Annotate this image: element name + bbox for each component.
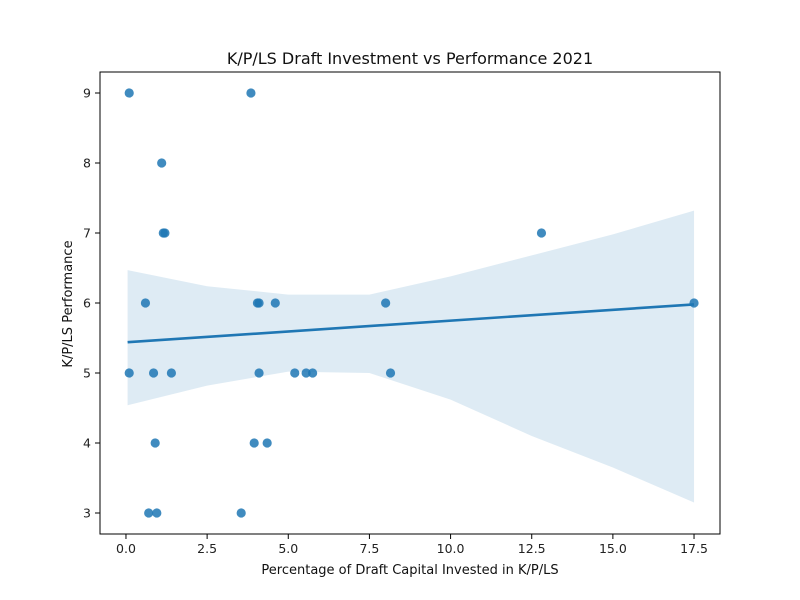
data-point	[301, 368, 311, 378]
x-tick-label: 0.0	[116, 541, 136, 556]
data-point	[148, 368, 159, 378]
data-point	[166, 368, 177, 378]
data-point	[246, 88, 256, 98]
y-tick-label: 3	[83, 506, 91, 521]
x-tick-label: 5.0	[278, 541, 298, 556]
data-point	[150, 438, 160, 448]
y-tick-label: 7	[83, 226, 91, 241]
x-tick-label: 2.5	[197, 541, 217, 556]
data-point	[144, 508, 154, 518]
chart-title: K/P/LS Draft Investment vs Performance 2…	[227, 49, 593, 68]
data-point	[236, 508, 246, 518]
data-point	[249, 438, 259, 448]
y-axis-label: K/P/LS Performance	[61, 240, 76, 367]
data-point	[262, 438, 272, 448]
data-point	[308, 368, 318, 378]
y-tick-label: 8	[83, 156, 91, 171]
data-point	[385, 368, 396, 378]
y-tick-label: 4	[83, 436, 91, 451]
y-tick-label: 9	[83, 86, 91, 101]
data-point	[160, 228, 170, 238]
x-tick-label: 17.5	[680, 541, 708, 556]
points-layer	[124, 88, 699, 518]
data-point	[152, 508, 162, 518]
y-tick-label: 5	[83, 366, 91, 381]
data-point	[124, 88, 134, 98]
y-axis: 3 4 5 6 7 8 9	[83, 86, 100, 521]
x-tick-label: 12.5	[518, 541, 546, 556]
x-tick-label: 15.0	[599, 541, 627, 556]
x-axis: 0.0 2.5 5.0 7.5 10.0 12.5 15.0 17.5	[116, 534, 708, 556]
confidence-band	[127, 210, 695, 503]
data-point	[124, 368, 134, 378]
regression-line	[127, 303, 695, 344]
x-axis-label: Percentage of Draft Capital Invested in …	[261, 563, 558, 578]
data-point	[254, 298, 264, 308]
x-tick-label: 7.5	[359, 541, 379, 556]
data-point	[270, 298, 280, 308]
data-point	[140, 298, 151, 308]
x-tick-label: 10.0	[437, 541, 465, 556]
data-point	[689, 298, 699, 308]
data-point	[536, 228, 547, 238]
data-point	[381, 298, 391, 308]
data-point	[290, 368, 300, 378]
data-point	[157, 158, 167, 168]
y-tick-label: 6	[83, 296, 91, 311]
data-point	[254, 368, 264, 378]
